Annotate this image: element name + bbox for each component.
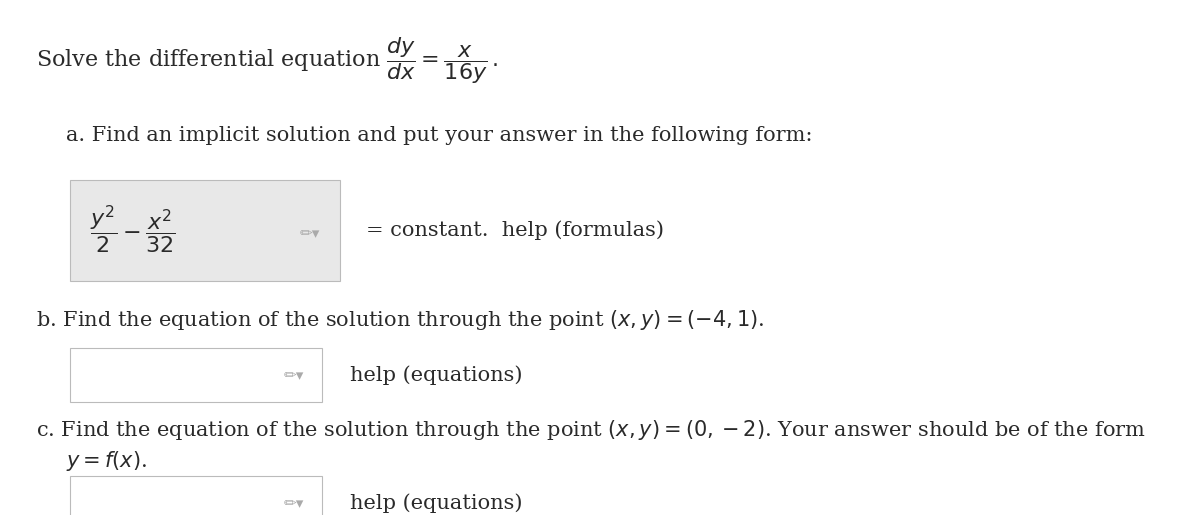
FancyBboxPatch shape xyxy=(70,180,340,281)
Text: Solve the differential equation $\dfrac{dy}{dx} = \dfrac{x}{16y}\,.$: Solve the differential equation $\dfrac{… xyxy=(36,35,498,85)
Text: = constant.  help (formulas): = constant. help (formulas) xyxy=(366,220,664,240)
Text: $\dfrac{y^2}{2} - \dfrac{x^2}{32}$: $\dfrac{y^2}{2} - \dfrac{x^2}{32}$ xyxy=(90,204,175,256)
Text: help (equations): help (equations) xyxy=(350,365,523,385)
Text: $y = f(x)$.: $y = f(x)$. xyxy=(66,449,148,473)
Text: ✏▾: ✏▾ xyxy=(284,367,304,383)
Text: b. Find the equation of the solution through the point $(x, y) = (-4, 1)$.: b. Find the equation of the solution thr… xyxy=(36,308,764,332)
Text: a. Find an implicit solution and put your answer in the following form:: a. Find an implicit solution and put you… xyxy=(66,126,812,145)
Text: help (equations): help (equations) xyxy=(350,493,523,513)
FancyBboxPatch shape xyxy=(70,348,322,402)
Text: c. Find the equation of the solution through the point $(x, y) = (0, -2)$. Your : c. Find the equation of the solution thr… xyxy=(36,418,1146,442)
Text: ✏▾: ✏▾ xyxy=(300,225,319,241)
Text: ✏▾: ✏▾ xyxy=(284,495,304,511)
FancyBboxPatch shape xyxy=(70,476,322,515)
